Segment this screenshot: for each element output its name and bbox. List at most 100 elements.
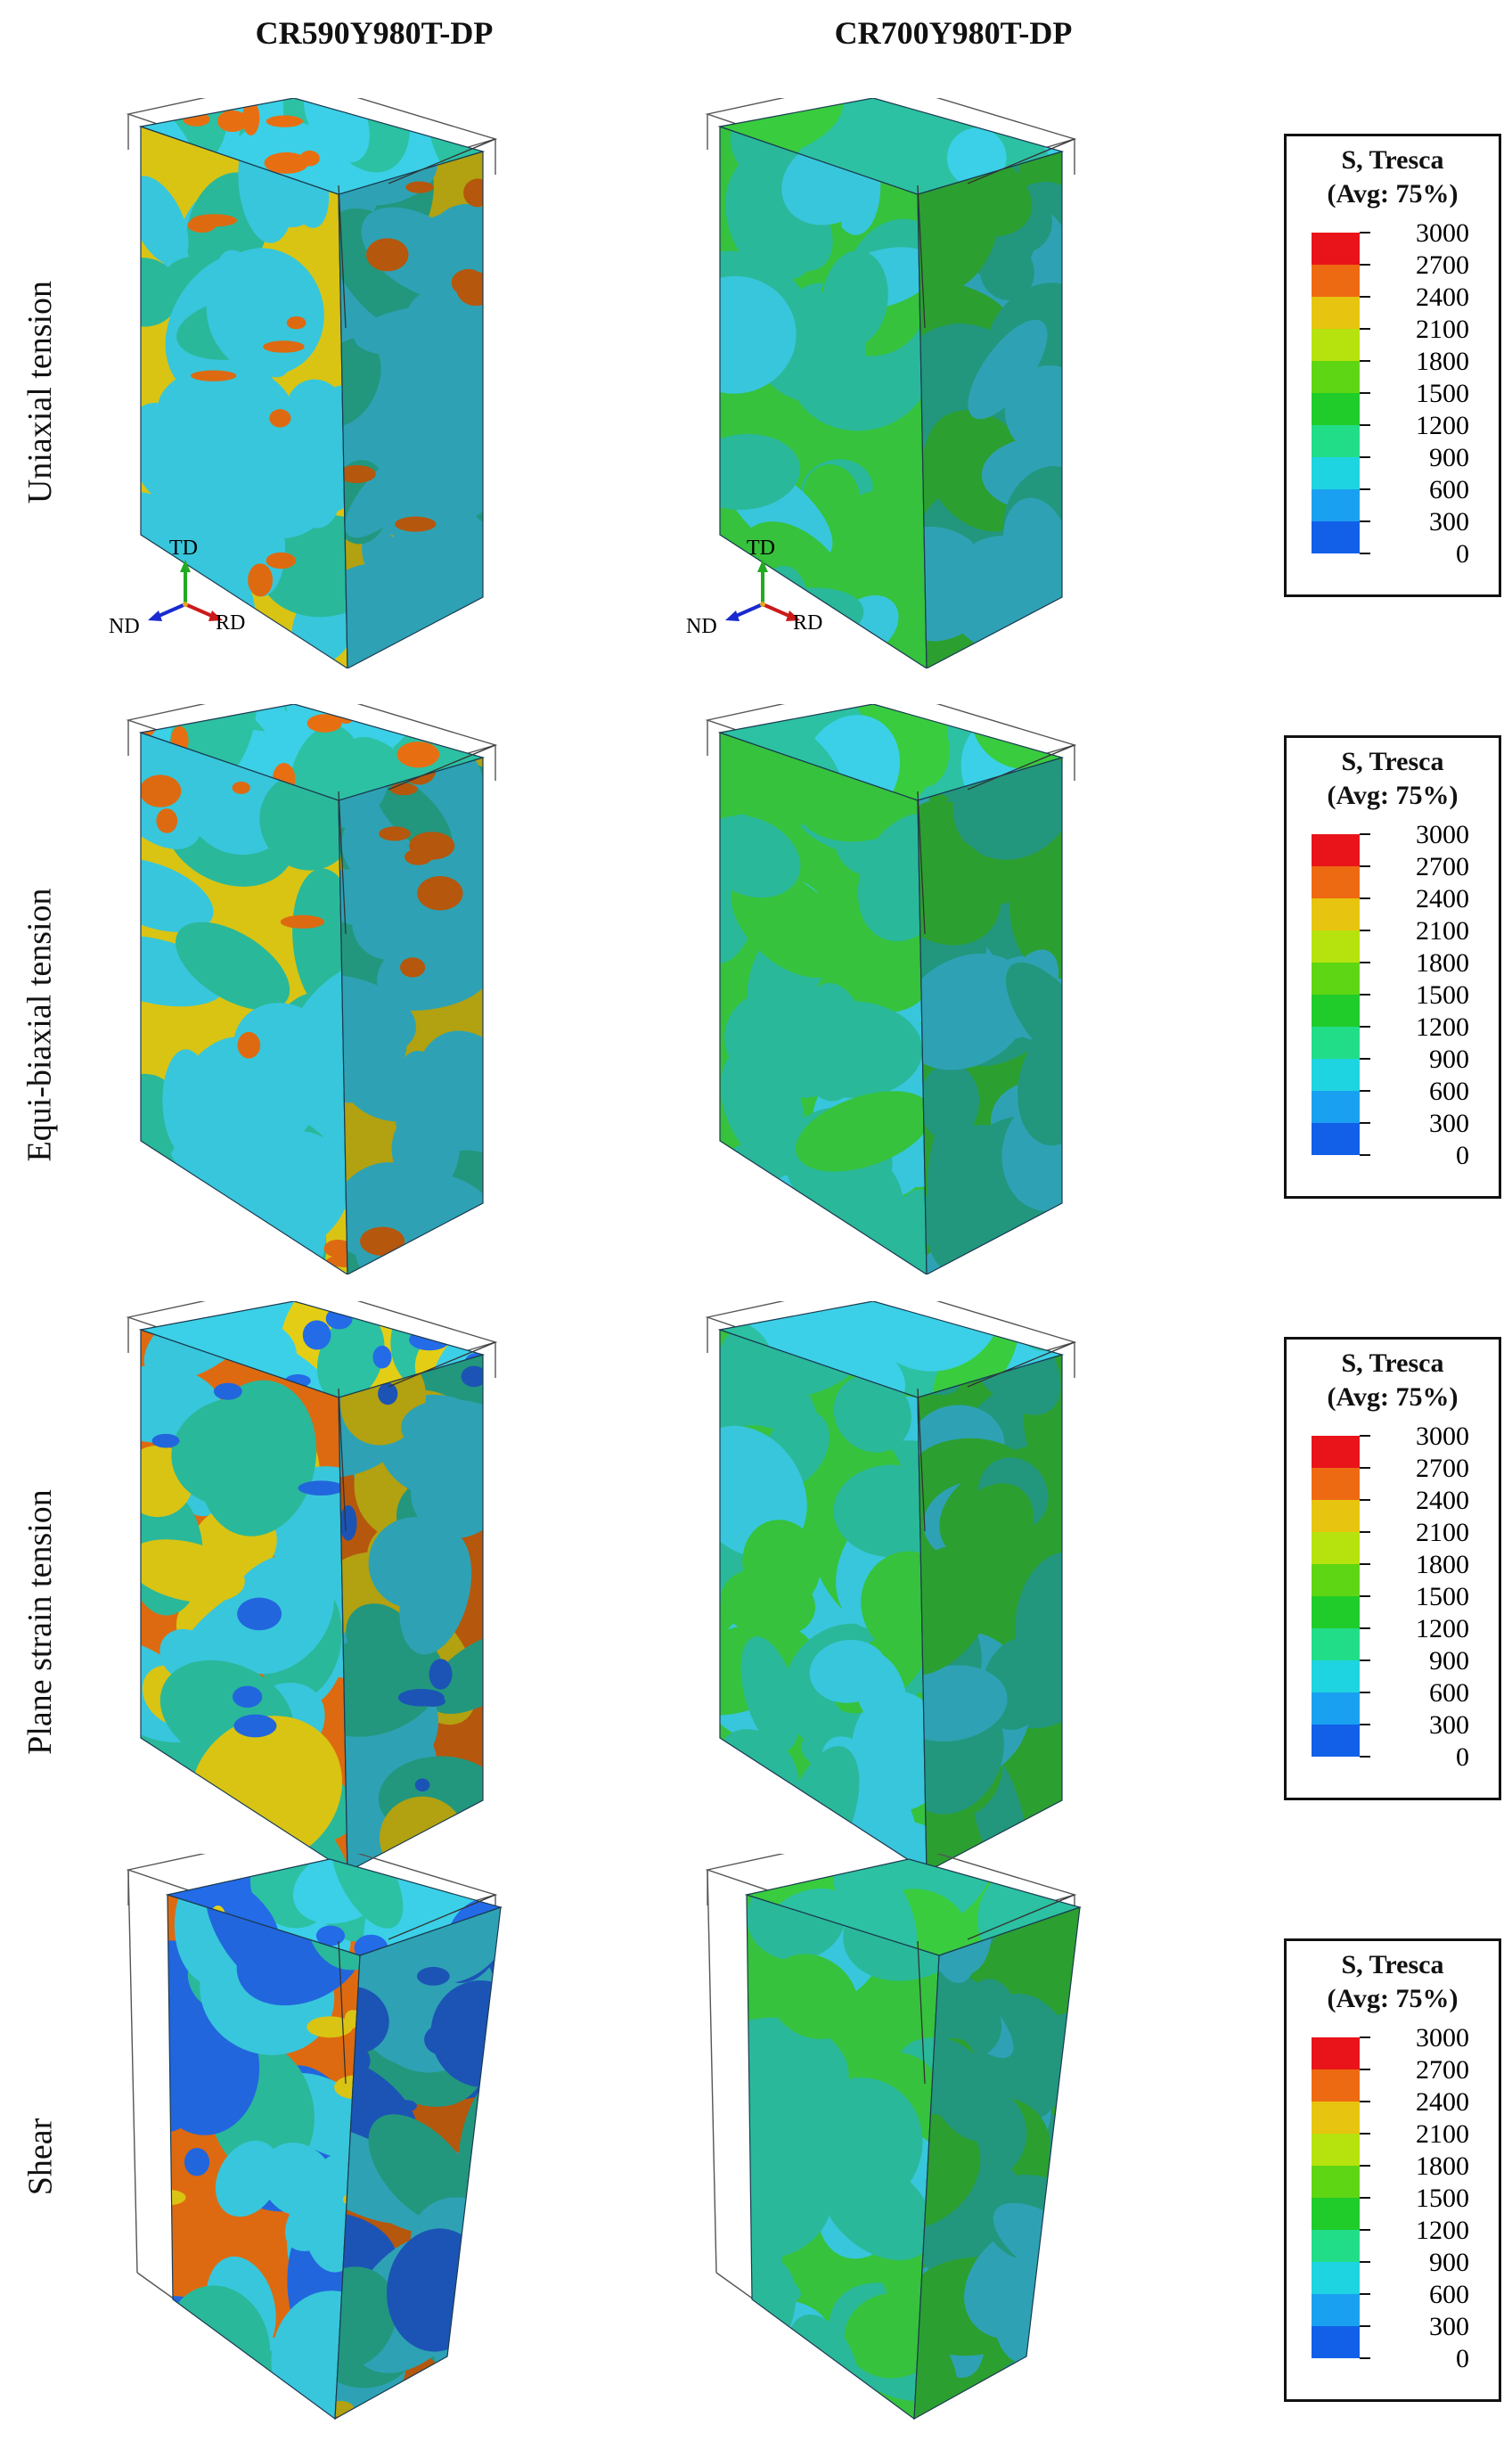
axis-td-label: TD [169,537,198,560]
grain-accent [233,1714,277,1738]
legend-swatch [1312,1123,1360,1155]
grain [393,1050,461,1187]
grain-accent [404,2377,450,2393]
grain [821,2156,934,2260]
row-label-shear: Shear [21,2118,59,2196]
grain [317,1313,385,1397]
legend-value: 900 [1429,2248,1469,2277]
grain [854,1651,907,1732]
legend-swatch [1312,1027,1360,1059]
grain [720,815,801,898]
legend-value: 2400 [1416,2087,1469,2117]
cube-render [705,98,1077,668]
cube-render [126,1854,503,2421]
grain [335,2266,397,2370]
grain [171,1397,300,1507]
legend-value: 2100 [1416,916,1469,946]
grain-accent [403,1303,427,1316]
cube-plane-strain-left [125,1301,677,1872]
grain-accent [298,1480,345,1496]
legend-swatch [1312,361,1360,393]
legend-swatch [1312,898,1360,930]
legend-uniaxial: S, Tresca (Avg: 75%) 3000 2700 2400 2100 180… [1284,134,1501,597]
legend-value: 300 [1429,2312,1469,2341]
grain [1005,962,1062,1078]
legend-swatch [1312,930,1360,963]
legend-swatch [1312,457,1360,489]
grain-accent [360,1226,405,1256]
grain [1015,1552,1062,1688]
legend-value: 1800 [1416,948,1469,978]
grain [918,1545,996,1676]
grain [141,857,214,932]
legend-swatch [1312,329,1360,361]
row-label-uniaxial: Uniaxial tension [21,280,59,504]
grain [339,338,381,427]
legend-subtitle: (Avg: 75%) [1327,781,1459,810]
legend-value: 600 [1429,1678,1469,1708]
grain-accent [379,826,411,841]
legend-swatch [1312,1725,1360,1757]
grain-accent [395,516,437,532]
axis-triad-left: TD ND RD [109,537,245,638]
grain [331,1859,404,1929]
legend-value: 1200 [1416,411,1469,440]
grain-accent [237,1597,282,1631]
legend-swatch [1312,1436,1360,1468]
grain [361,207,482,301]
grain [796,1091,927,1172]
grain-accent [306,714,342,733]
grain-accent [339,1504,357,1541]
grain-accent [241,100,260,135]
legend-value: 0 [1456,2344,1469,2373]
grain-accent [315,1925,346,1946]
column-title-right: CR700Y980T-DP [834,15,1073,51]
grain [833,1374,911,1453]
grain-accent [414,1778,430,1792]
grain [257,514,347,618]
cube-equibiaxial-right [704,704,1256,1274]
legend-value: 2700 [1416,1454,1469,1483]
grain-accent [182,1859,225,1885]
frame-front [338,744,496,935]
legend-title: S, Tresca [1341,145,1444,175]
legend-value: 2700 [1416,250,1469,280]
legend-value: 3000 [1416,820,1469,849]
grain-accent [302,1320,331,1350]
grain-accent [396,2100,417,2112]
legend-value: 2100 [1416,1518,1469,1547]
grain-accent [366,238,409,272]
grain [720,275,797,394]
grain [968,319,1048,420]
legend-value: 300 [1429,1109,1469,1138]
grain [204,1036,298,1151]
grain-accent [264,152,309,174]
legend-swatch [1312,1692,1360,1725]
legend-value: 900 [1429,443,1469,472]
legend-swatch [1312,1468,1360,1500]
grain-accent [456,272,483,307]
grain-accent [286,315,306,330]
legend-value: 1800 [1416,1550,1469,1579]
grain-accent [141,774,182,807]
cube-render [126,98,498,668]
legend-swatch [1312,265,1360,297]
grain [914,2301,958,2404]
legend-value: 300 [1429,507,1469,537]
grain [1018,1021,1062,1146]
cube-face-right [918,1355,1062,1872]
grain [767,1954,858,2039]
cube-shear-right [704,1854,1256,2424]
grain [141,258,180,327]
grain [141,176,189,266]
cube-uniaxial-right [704,98,1256,668]
axis-triad-right: TD ND RD [686,537,822,638]
legend-swatch [1312,834,1360,866]
axis-rd-label: RD [793,611,822,635]
grain-accent [409,832,455,860]
legend-swatch [1312,2102,1360,2134]
grain-accent [400,957,426,978]
grain [1002,497,1062,600]
frame-front [338,138,496,329]
